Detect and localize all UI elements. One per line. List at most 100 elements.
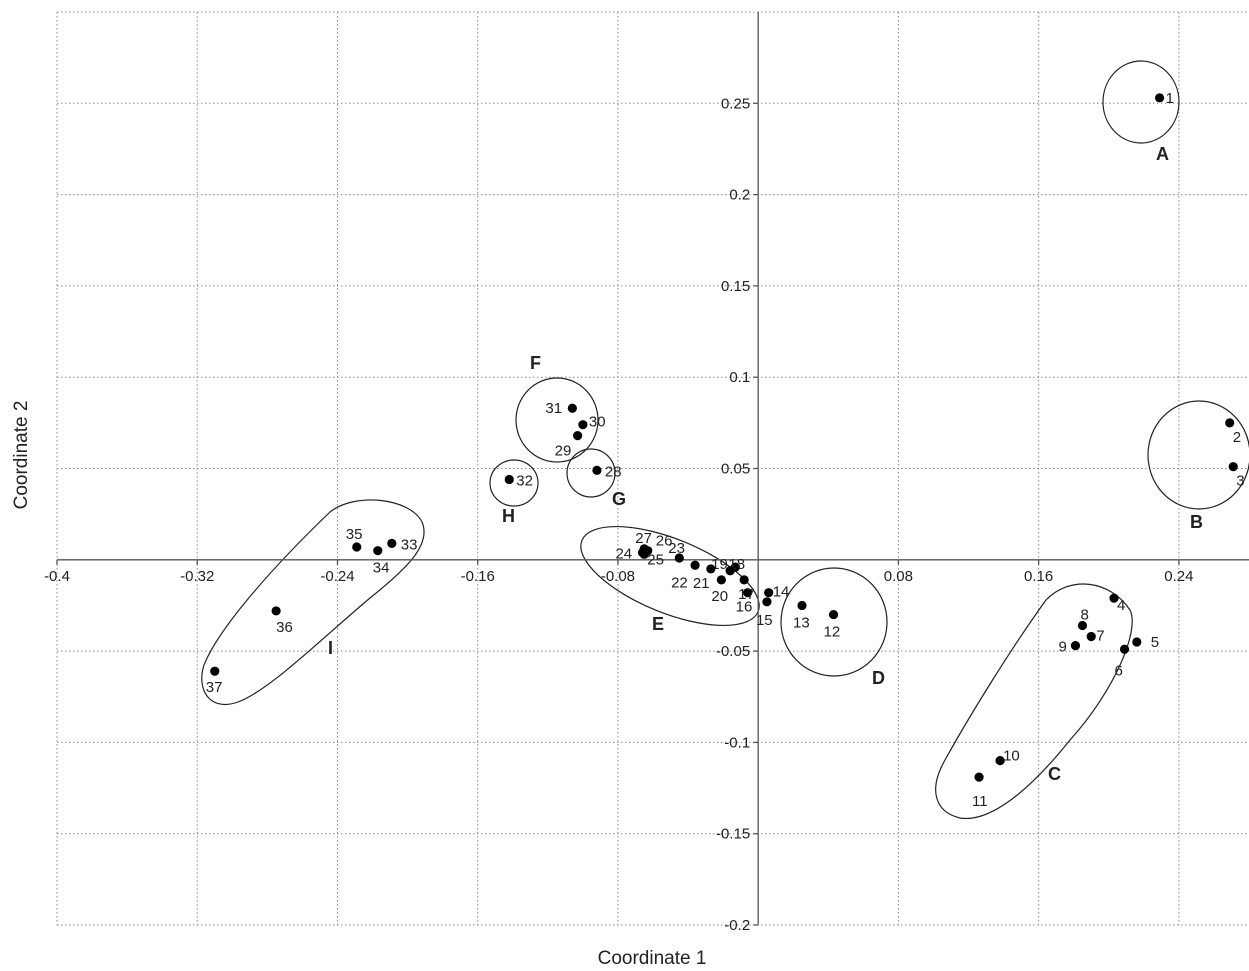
data-point-11 (974, 772, 984, 782)
y-tick-label: 0.25 (721, 95, 750, 112)
point-label-17: 17 (738, 586, 755, 603)
cluster-outline-b (1147, 400, 1249, 510)
point-label-4: 4 (1117, 597, 1125, 614)
data-point-20 (716, 575, 726, 585)
data-point-34 (373, 546, 383, 556)
point-label-14: 14 (773, 584, 790, 601)
point-label-31: 31 (545, 400, 562, 417)
x-tick-label: 0.24 (1164, 568, 1193, 585)
point-label-21: 21 (693, 575, 710, 592)
data-point-33 (387, 538, 397, 548)
point-label-16: 16 (736, 599, 753, 616)
cluster-outline-e (580, 525, 760, 627)
data-point-7 (1086, 631, 1096, 642)
point-label-20: 20 (711, 588, 728, 605)
point-label-26: 26 (656, 533, 673, 550)
y-tick-label: 0.1 (729, 369, 750, 386)
cluster-outline-i (201, 499, 425, 705)
cluster-outline-c (935, 583, 1133, 820)
data-point-32 (504, 474, 514, 485)
point-label-23: 23 (668, 540, 685, 557)
data-point-2 (1225, 418, 1235, 428)
point-label-36: 36 (276, 619, 293, 636)
x-tick-label: 0.16 (1024, 568, 1053, 585)
cluster-label-a: A (1156, 144, 1169, 164)
point-label-9: 9 (1058, 639, 1066, 656)
point-label-32: 32 (516, 472, 533, 489)
data-point-12 (828, 609, 839, 620)
point-label-2: 2 (1233, 429, 1241, 446)
x-tick-label: -0.16 (461, 568, 495, 585)
data-point-23 (674, 553, 684, 563)
cluster-label-b: B (1190, 512, 1203, 532)
data-point-10 (995, 756, 1005, 766)
data-point-35 (352, 542, 362, 552)
point-label-5: 5 (1151, 634, 1159, 651)
data-point-17 (739, 575, 749, 585)
cluster-label-c: C (1048, 764, 1061, 784)
point-label-25: 25 (647, 551, 664, 568)
cluster-outline-h (489, 459, 539, 507)
data-point-36 (271, 606, 281, 616)
y-tick-label: -0.15 (716, 826, 750, 843)
x-tick-label: -0.24 (320, 568, 354, 585)
x-tick-label: 0.08 (884, 568, 913, 585)
x-tick-label: -0.08 (601, 568, 635, 585)
data-point-16 (743, 588, 753, 598)
data-point-31 (567, 403, 577, 413)
y-tick-label: 0.2 (729, 187, 750, 204)
point-label-13: 13 (793, 614, 810, 631)
data-point-19 (725, 566, 735, 576)
cluster-label-f: F (530, 353, 541, 373)
point-label-22: 22 (671, 574, 688, 591)
y-axis-label: Coordinate 2 (11, 401, 32, 510)
data-point-4 (1109, 593, 1119, 603)
point-label-1: 1 (1166, 90, 1174, 107)
data-point-9 (1070, 641, 1081, 651)
point-label-28: 28 (605, 463, 622, 480)
point-label-37: 37 (206, 679, 223, 696)
data-point-13 (797, 600, 807, 611)
point-label-3: 3 (1236, 473, 1244, 490)
cluster-outline-a (1102, 60, 1180, 144)
point-label-34: 34 (373, 560, 390, 577)
data-point-3 (1228, 462, 1238, 472)
point-label-11: 11 (972, 793, 988, 810)
point-label-35: 35 (346, 526, 363, 543)
cluster-label-e: E (652, 614, 664, 634)
x-tick-label: -0.32 (180, 568, 214, 585)
data-point-27 (639, 544, 649, 554)
data-point-6 (1119, 644, 1130, 654)
point-label-7: 7 (1096, 627, 1104, 644)
data-point-29 (573, 431, 583, 441)
cluster-label-h: H (502, 506, 515, 526)
y-tick-label: -0.2 (724, 917, 750, 934)
data-point-5 (1132, 637, 1142, 647)
x-axis-label: Coordinate 1 (598, 948, 707, 969)
point-label-8: 8 (1080, 607, 1088, 624)
cluster-outlines (201, 60, 1249, 820)
cluster-label-d: D (872, 668, 885, 688)
point-label-30: 30 (589, 414, 606, 431)
y-tick-label: 0.05 (721, 461, 750, 478)
cluster-outline-d (780, 567, 888, 677)
point-label-33: 33 (401, 536, 418, 553)
point-label-27: 27 (635, 530, 652, 547)
data-point-1 (1155, 93, 1165, 103)
y-tick-label: -0.1 (724, 734, 750, 751)
data-point-21 (706, 564, 716, 574)
cluster-outline-g (566, 448, 616, 498)
data-point-37 (210, 666, 220, 676)
point-label-10: 10 (1003, 748, 1020, 765)
cluster-outline-f (515, 377, 599, 463)
point-label-24: 24 (615, 545, 632, 562)
data-point-22 (690, 560, 700, 570)
y-tick-label: 0.15 (721, 278, 750, 295)
point-label-12: 12 (824, 624, 841, 641)
data-point-30 (578, 420, 588, 430)
cluster-label-i: I (328, 638, 333, 658)
axes: -0.4 -0.32 -0.24 -0.16 -0.08 0.08 0.16 0.240.25… (44, 12, 1249, 934)
grid (56, 11, 1249, 926)
